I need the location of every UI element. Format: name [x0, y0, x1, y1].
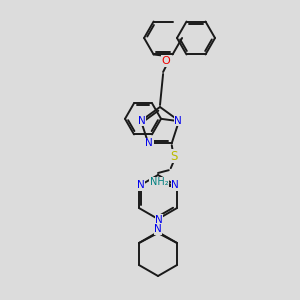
Text: N: N	[171, 180, 179, 190]
Text: N: N	[154, 224, 162, 234]
Text: NH₂: NH₂	[150, 177, 168, 187]
Text: N: N	[137, 180, 145, 190]
Text: N: N	[146, 138, 153, 148]
Text: N: N	[138, 116, 146, 126]
Text: N: N	[155, 215, 163, 225]
Text: O: O	[162, 56, 170, 66]
Text: N: N	[174, 116, 182, 126]
Text: S: S	[170, 150, 177, 163]
